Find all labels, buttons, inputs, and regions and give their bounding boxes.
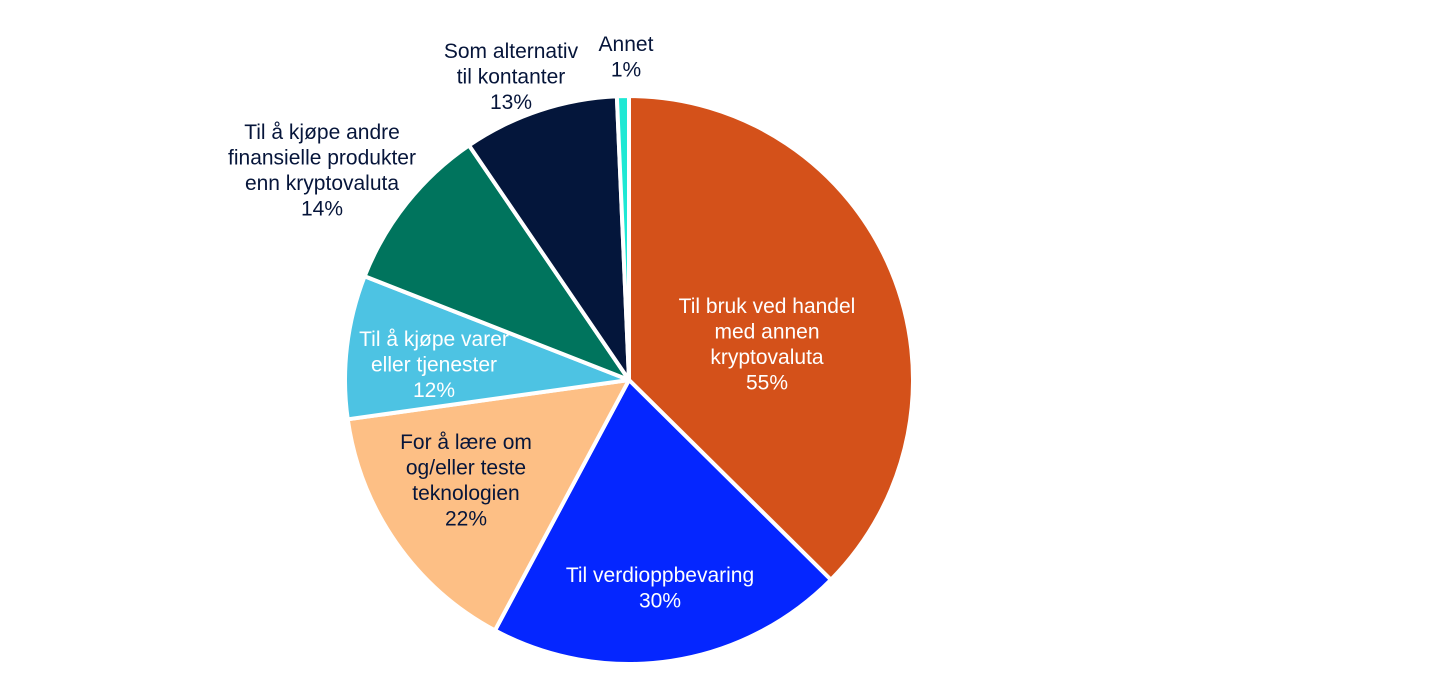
slice-label-line: kryptovaluta: [710, 346, 824, 369]
slice-value-label: 13%: [490, 91, 532, 114]
slice-label-line: Som alternativ: [444, 40, 579, 63]
pie-slice: [627, 94, 915, 582]
slice-value-label: 22%: [445, 508, 487, 531]
slice-labels: Til bruk ved handel med annen kryptovaluta…: [228, 33, 855, 613]
slice-label-line: enn kryptovaluta: [245, 172, 399, 195]
slice-label: Til verdioppbevaring 30%: [566, 564, 754, 613]
slice-label-line: Til å kjøpe varer: [359, 328, 509, 351]
pie-slices: [343, 94, 915, 666]
slice-label-line: For å lære om: [400, 431, 532, 454]
slice-value-label: 55%: [746, 372, 788, 395]
slice-label-line: Til bruk ved handel: [679, 295, 856, 318]
slice-label-line: teknologien: [412, 482, 519, 505]
slice-label-line: med annen: [714, 321, 819, 344]
slice-label: Til å kjøpe varer eller tjenester 12%: [359, 328, 509, 402]
slice-label: Til å kjøpe andre finansielle produkter en…: [228, 121, 416, 221]
slice-value-label: 14%: [301, 198, 343, 221]
slice-value-label: 12%: [413, 379, 455, 402]
pie-slice: [614, 94, 631, 382]
pie-slice: [343, 274, 631, 422]
slice-label-line: Til verdioppbevaring: [566, 564, 754, 587]
pie-slice: [362, 143, 631, 382]
pie-slice: [467, 94, 631, 382]
slice-label-line: til kontanter: [457, 66, 566, 89]
slice-label-line: Annet: [599, 33, 654, 56]
slice-label-line: eller tjenester: [371, 354, 497, 377]
slice-label-line: Til å kjøpe andre: [244, 121, 400, 144]
slice-value-label: 30%: [639, 590, 681, 613]
slice-label-line: finansielle produkter: [228, 147, 416, 170]
slice-value-label: 1%: [611, 59, 641, 82]
slice-label: Som alternativ til kontanter 13%: [444, 40, 579, 114]
pie-slice: [492, 378, 833, 666]
pie-slice: [345, 378, 631, 633]
slice-label-line: og/eller teste: [406, 457, 526, 480]
slice-label: For å lære om og/eller teste teknologien 22…: [400, 431, 532, 531]
slice-label: Annet 1%: [599, 33, 654, 82]
slice-label: Til bruk ved handel med annen kryptovaluta…: [679, 295, 856, 395]
